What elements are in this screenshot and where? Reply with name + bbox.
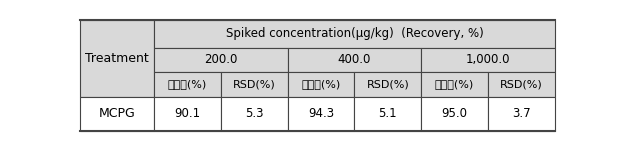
Bar xyxy=(154,20,555,48)
Text: 400.0: 400.0 xyxy=(338,53,371,66)
Text: 1,000.0: 1,000.0 xyxy=(465,53,510,66)
Bar xyxy=(488,72,555,97)
Bar xyxy=(154,97,221,131)
Text: 5.3: 5.3 xyxy=(245,107,264,120)
Text: 회수율(%): 회수율(%) xyxy=(301,79,340,89)
Text: RSD(%): RSD(%) xyxy=(233,79,275,89)
Text: 94.3: 94.3 xyxy=(308,107,334,120)
Text: 200.0: 200.0 xyxy=(204,53,238,66)
Bar xyxy=(221,72,288,97)
Text: RSD(%): RSD(%) xyxy=(366,79,409,89)
Text: 95.0: 95.0 xyxy=(441,107,467,120)
Bar xyxy=(488,97,555,131)
Text: Treatment: Treatment xyxy=(85,52,149,65)
Bar xyxy=(288,48,421,72)
Text: MCPG: MCPG xyxy=(98,107,136,120)
Text: 90.1: 90.1 xyxy=(175,107,201,120)
Text: 5.1: 5.1 xyxy=(378,107,397,120)
Bar xyxy=(80,20,154,97)
Bar xyxy=(221,97,288,131)
Text: Spiked concentration(μg/kg)  (Recovery, %): Spiked concentration(μg/kg) (Recovery, %… xyxy=(225,27,483,40)
Bar xyxy=(80,97,154,131)
Text: RSD(%): RSD(%) xyxy=(500,79,543,89)
Text: 회수율(%): 회수율(%) xyxy=(435,79,474,89)
Bar xyxy=(288,97,355,131)
Bar xyxy=(421,72,488,97)
Bar xyxy=(154,48,288,72)
Bar xyxy=(355,72,421,97)
Text: 회수율(%): 회수율(%) xyxy=(168,79,207,89)
Bar xyxy=(421,48,555,72)
Bar xyxy=(421,97,488,131)
Bar xyxy=(288,72,355,97)
Bar xyxy=(154,72,221,97)
Bar xyxy=(355,97,421,131)
Text: 3.7: 3.7 xyxy=(512,107,530,120)
